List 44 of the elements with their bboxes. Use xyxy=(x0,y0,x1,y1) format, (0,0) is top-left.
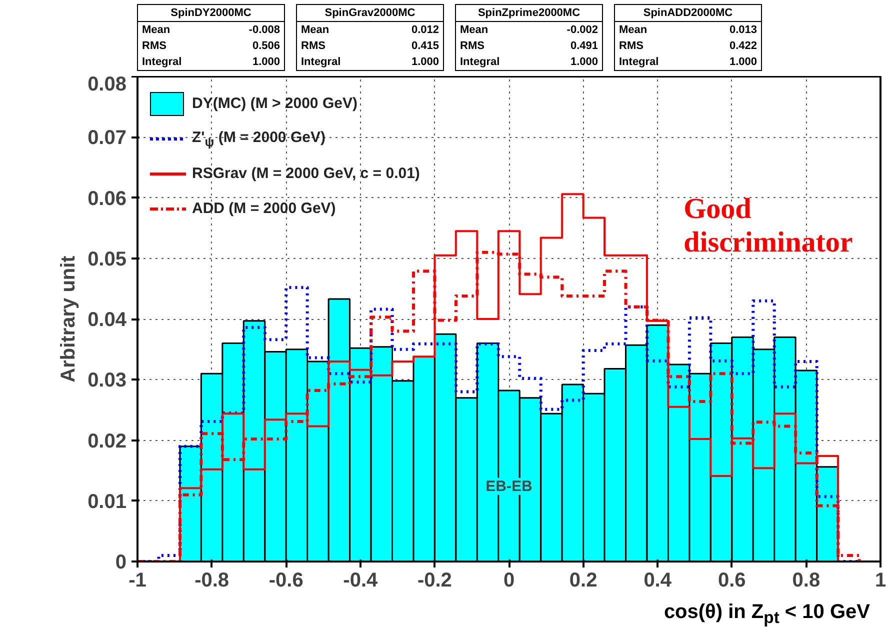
legend-label: RSGrav (M = 2000 GeV, c = 0.01) xyxy=(192,165,420,182)
text: RMS 0.415 xyxy=(301,40,439,52)
legend-label: ADD (M = 2000 GeV) xyxy=(192,200,336,217)
x-tick-label: 0.4 xyxy=(644,570,672,592)
y-tick-label: 0.07 xyxy=(88,127,127,150)
y-tick-label: 0.02 xyxy=(88,430,127,452)
x-tick-label: -0.6 xyxy=(268,570,304,592)
y-tick-label: 0.03 xyxy=(88,370,127,392)
text: SpinDY2000MC xyxy=(138,5,284,22)
text: RMS 0.506 xyxy=(142,40,280,52)
text: SpinADD2000MC xyxy=(615,5,761,22)
x-tick-label: 0.6 xyxy=(718,570,746,592)
y-tick-label: 0 xyxy=(115,552,126,574)
x-tick-label: 0.8 xyxy=(792,570,820,592)
text: RMS 0.491 xyxy=(460,40,598,52)
text: Integral 1.000 xyxy=(142,56,280,68)
y-axis-title: Arbitrary unit xyxy=(58,255,80,382)
x-tick-label: -1 xyxy=(128,570,146,592)
x-tick-label: -0.2 xyxy=(417,570,452,592)
text: Mean 0.012 xyxy=(301,24,439,36)
text: Mean -0.002 xyxy=(460,24,598,36)
legend-label: Z'$_{ψ}$ (M = 2000 GeV) xyxy=(192,128,326,148)
text: Integral 1.000 xyxy=(619,56,757,68)
text: RMS 0.422 xyxy=(619,40,757,52)
text: Integral 1.000 xyxy=(301,56,439,68)
annotation: Good discriminator xyxy=(684,193,853,258)
text: SpinZprime2000MC xyxy=(456,5,602,22)
x-tick-label: -0.4 xyxy=(343,570,379,592)
y-tick-label: 0.08 xyxy=(88,74,127,96)
text: Integral 1.000 xyxy=(460,56,598,68)
y-tick-label: 0.05 xyxy=(88,248,127,270)
x-tick-label: 0.2 xyxy=(569,570,598,592)
y-tick-label: 0.01 xyxy=(88,490,127,513)
legend-label: DY(MC) (M > 2000 GeV) xyxy=(192,95,358,112)
text: SpinGrav2000MC xyxy=(297,5,443,22)
y-tick-label: 0.06 xyxy=(88,188,127,210)
x-axis-title: cos(θ) in Z$_{pt}$ < 10 GeV xyxy=(662,601,870,628)
text: Mean 0.013 xyxy=(619,24,757,36)
x-tick-label: -0.8 xyxy=(194,570,230,592)
text: Mean -0.008 xyxy=(142,24,280,36)
annotation: EB-EB xyxy=(486,478,532,495)
x-tick-label: 0 xyxy=(503,570,515,592)
y-tick-label: 0.04 xyxy=(88,309,128,331)
x-tick-label: 1 xyxy=(874,570,886,592)
